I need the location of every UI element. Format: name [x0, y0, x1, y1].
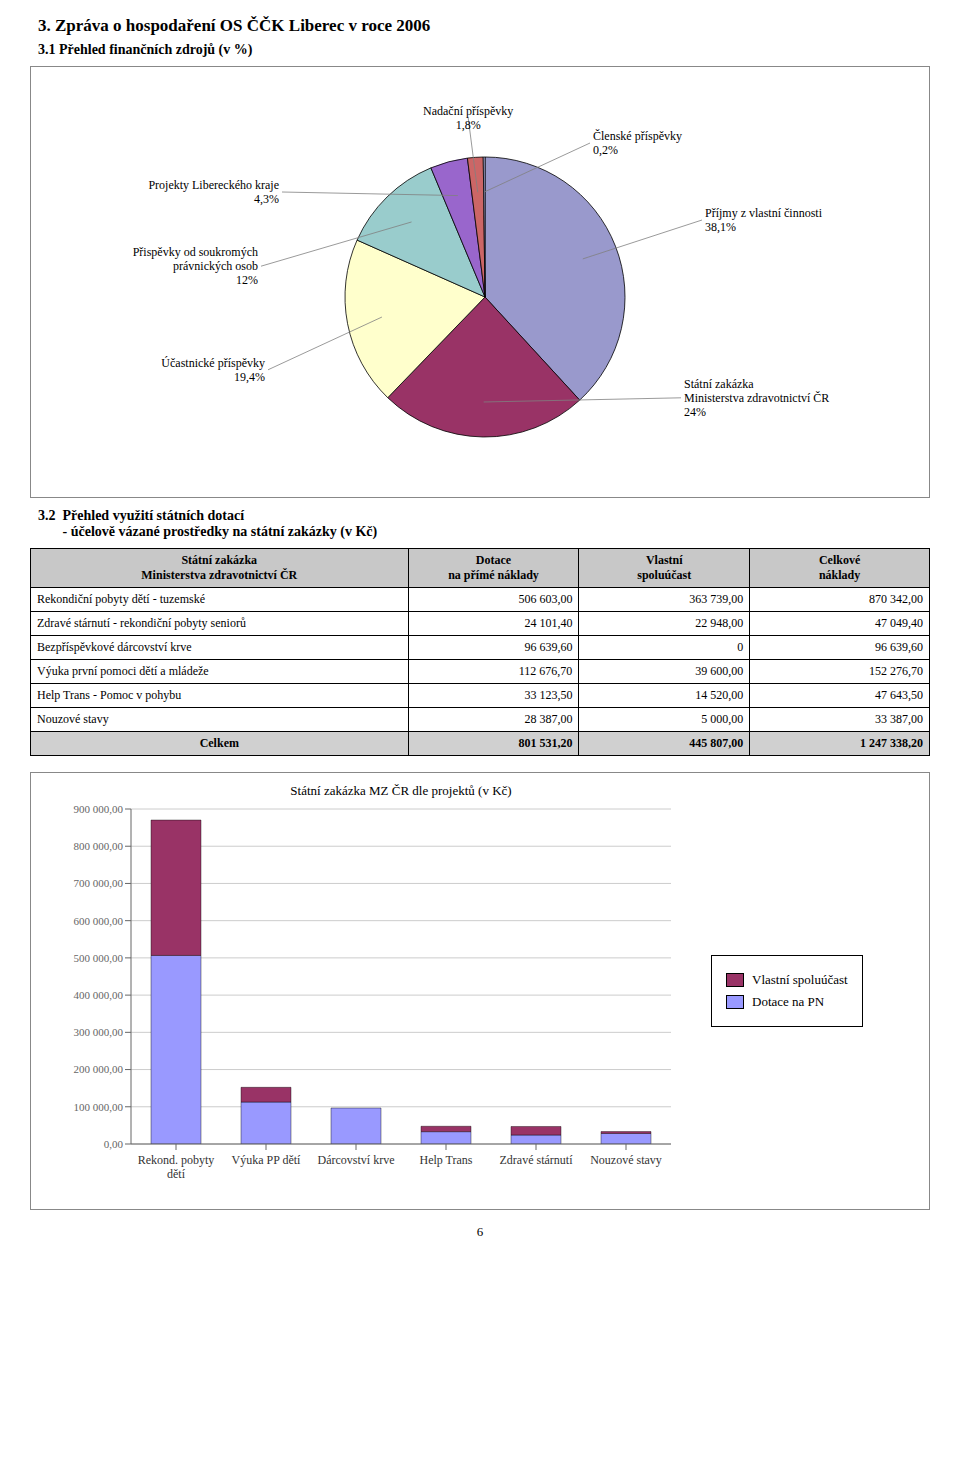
html-text:506 603,00: 506 603,00	[518, 592, 573, 606]
html-text:Bezpříspěvkové dárcovství krve: Bezpříspěvkové dárcovství krve	[37, 640, 192, 654]
html-text:96 639,60: 96 639,60	[524, 640, 573, 654]
svg-text:600 000,00: 600 000,00	[74, 915, 124, 927]
html-text:Help Trans - Pomoc v pohybu: Help Trans - Pomoc v pohybu	[37, 688, 182, 702]
html-text:152 276,70: 152 276,70	[869, 664, 923, 678]
html-text:112 676,70: 112 676,70	[518, 664, 573, 678]
html-text:Celkové: Celkové	[818, 553, 861, 567]
html-text:Dotace na PN: Dotace na PN	[752, 994, 825, 1009]
html-text:Zdravé stárnutí - rekondiční p: Zdravé stárnutí - rekondiční pobyty seni…	[37, 616, 246, 630]
svg-text:Členské příspěvky0,2%: Členské příspěvky0,2%	[593, 129, 682, 157]
svg-text:200 000,00: 200 000,00	[74, 1063, 124, 1075]
html-text:33 123,50: 33 123,50	[524, 688, 573, 702]
html-text:5 000,00: 5 000,00	[701, 712, 744, 726]
html-text:0: 0	[737, 640, 744, 654]
html-text:3.1 Přehled finančních zdrojů: 3.1 Přehled finančních zdrojů (v %)	[38, 42, 253, 57]
svg-text:Zdravé stárnutí: Zdravé stárnutí	[500, 1153, 574, 1167]
svg-text:Účastnické příspěvky19,4%: Účastnické příspěvky19,4%	[161, 356, 265, 384]
html-text:Státní zakázka: Státní zakázka	[181, 553, 258, 567]
svg-text:300 000,00: 300 000,00	[74, 1026, 124, 1038]
html-text:Celkem: Celkem	[199, 736, 239, 750]
svg-text:Dárcovství krve: Dárcovství krve	[318, 1153, 395, 1167]
svg-text:500 000,00: 500 000,00	[74, 952, 124, 964]
html-text:22 948,00: 22 948,00	[695, 616, 744, 630]
html-text:Rekondiční pobyty dětí - tuzem: Rekondiční pobyty dětí - tuzemské	[37, 592, 205, 606]
svg-text:400 000,00: 400 000,00	[74, 989, 124, 1001]
svg-text:700 000,00: 700 000,00	[74, 877, 124, 889]
html-text:445 807,00: 445 807,00	[689, 736, 744, 750]
svg-text:0,00: 0,00	[104, 1138, 124, 1150]
html-text:96 639,60: 96 639,60	[875, 640, 923, 654]
html-text:14 520,00: 14 520,00	[695, 688, 744, 702]
html-text:Dotace: Dotace	[475, 553, 512, 567]
svg-text:Rekond. pobytydětí: Rekond. pobytydětí	[138, 1153, 215, 1181]
html-text:na přímé náklady: na přímé náklady	[448, 568, 539, 582]
html-text:363 739,00: 363 739,00	[689, 592, 744, 606]
html-text:47 643,50: 47 643,50	[875, 688, 923, 702]
html-text:- účelově vázané prostředky na: - účelově vázané prostředky na státní za…	[38, 524, 378, 539]
html-text:náklady: náklady	[818, 568, 861, 582]
html-text:Nouzové stavy: Nouzové stavy	[37, 712, 109, 726]
svg-text:100 000,00: 100 000,00	[74, 1101, 124, 1113]
svg-text:Help Trans: Help Trans	[419, 1153, 472, 1167]
html-text:870 342,00: 870 342,00	[869, 592, 923, 606]
html-text:1 247 338,20: 1 247 338,20	[860, 736, 923, 750]
html-text:39 600,00: 39 600,00	[695, 664, 744, 678]
html-text:33 387,00: 33 387,00	[875, 712, 923, 726]
html-text:Ministerstva zdravotnictví ČR: Ministerstva zdravotnictví ČR	[141, 568, 298, 582]
svg-text:Výuka PP dětí: Výuka PP dětí	[232, 1153, 302, 1167]
html-text:Státní zakázka MZ ČR dle proje: Státní zakázka MZ ČR dle projektů (v Kč)	[290, 783, 512, 798]
svg-text:Státní zakázkaMinisterstva zdr: Státní zakázkaMinisterstva zdravotnictví…	[684, 377, 829, 419]
svg-text:900 000,00: 900 000,00	[74, 803, 124, 815]
svg-text:Nouzové stavy: Nouzové stavy	[590, 1153, 662, 1167]
html-text:3.2 Přehled využití státních d: 3.2 Přehled využití státních dotací	[38, 508, 245, 523]
svg-text:Projekty Libereckého kraje4,3%: Projekty Libereckého kraje4,3%	[148, 178, 279, 206]
svg-text:Příjmy z vlastní činnosti38,1%: Příjmy z vlastní činnosti38,1%	[705, 206, 823, 234]
svg-text:Nadační příspěvky1,8%: Nadační příspěvky1,8%	[423, 104, 513, 132]
html-text:Vlastní spoluúčast: Vlastní spoluúčast	[752, 972, 848, 987]
html-text:3. Zpráva o hospodaření OS ČČK: 3. Zpráva o hospodaření OS ČČK Liberec v…	[38, 16, 431, 35]
html-text:28 387,00: 28 387,00	[524, 712, 573, 726]
html-text:spoluúčast: spoluúčast	[637, 568, 692, 582]
html-text:6: 6	[476, 1224, 484, 1239]
html-text:Výuka první pomoci dětí a mlád: Výuka první pomoci dětí a mládeže	[37, 664, 209, 678]
svg-text:800 000,00: 800 000,00	[74, 840, 124, 852]
html-text:47 049,40: 47 049,40	[875, 616, 923, 630]
html-text:801 531,20: 801 531,20	[518, 736, 573, 750]
html-text:24 101,40: 24 101,40	[524, 616, 573, 630]
html-text:Vlastní: Vlastní	[645, 553, 683, 567]
svg-text:Přispěvky od soukromýchprávnic: Přispěvky od soukromýchprávnických osob1…	[133, 245, 258, 287]
